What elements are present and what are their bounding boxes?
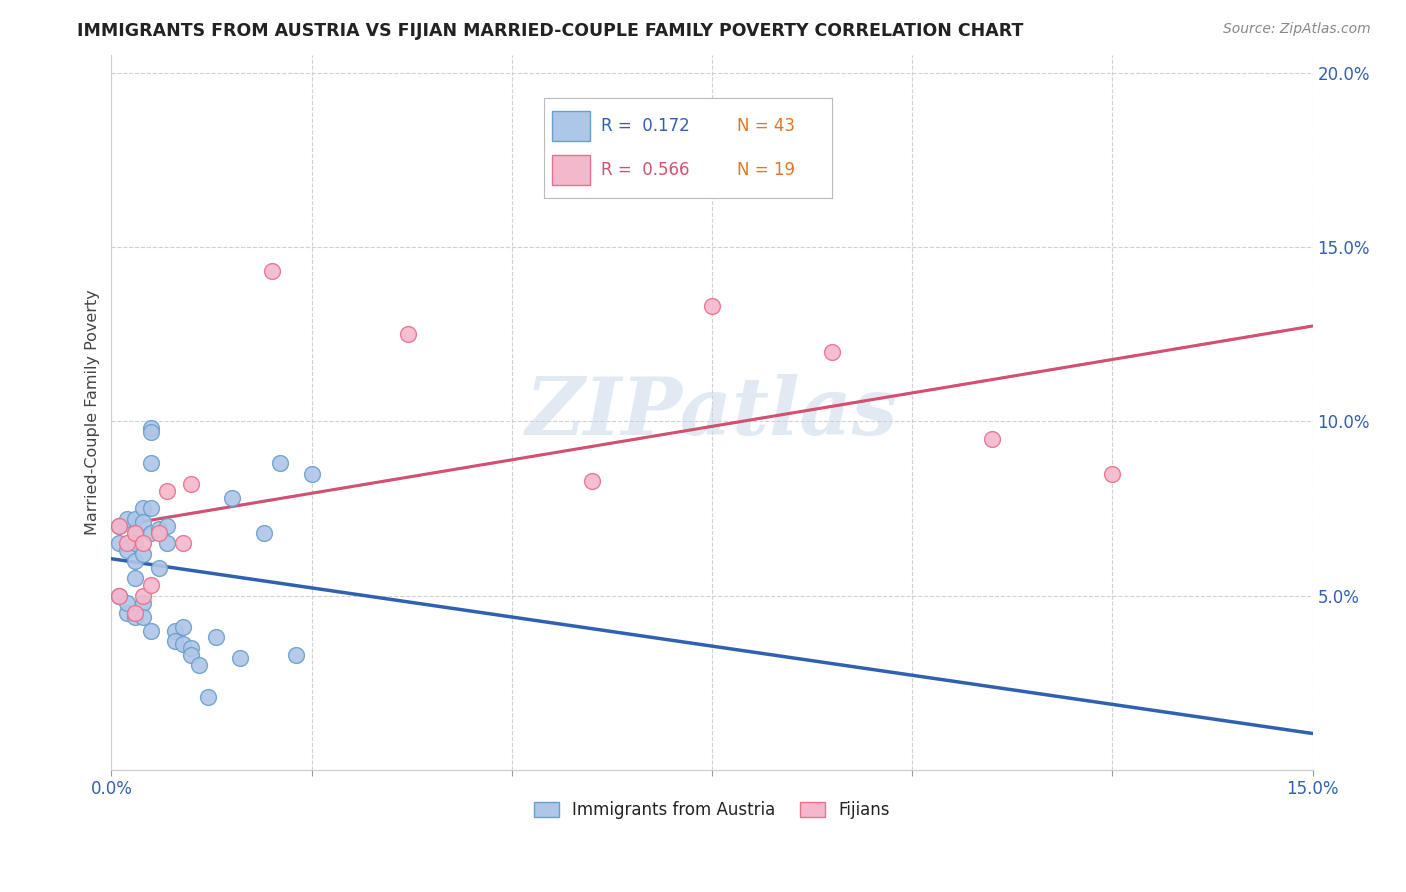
Point — [124, 525, 146, 540]
Point — [132, 596, 155, 610]
Point — [148, 560, 170, 574]
Point — [396, 327, 419, 342]
Text: IMMIGRANTS FROM AUSTRIA VS FIJIAN MARRIED-COUPLE FAMILY POVERTY CORRELATION CHAR: IMMIGRANTS FROM AUSTRIA VS FIJIAN MARRIE… — [77, 22, 1024, 40]
Point — [117, 543, 139, 558]
Point — [172, 637, 194, 651]
Point — [141, 456, 163, 470]
Point — [141, 421, 163, 435]
Point — [141, 624, 163, 638]
Point — [180, 477, 202, 491]
Point — [124, 606, 146, 620]
Point — [132, 609, 155, 624]
Text: ZIPatlas: ZIPatlas — [526, 374, 898, 451]
Point — [108, 536, 131, 550]
Point — [124, 512, 146, 526]
Point — [108, 589, 131, 603]
Point — [156, 519, 179, 533]
Point — [301, 467, 323, 481]
Point — [117, 606, 139, 620]
Point — [269, 456, 291, 470]
Point — [284, 648, 307, 662]
Point — [148, 522, 170, 536]
Point — [260, 264, 283, 278]
Point — [700, 299, 723, 313]
Point — [117, 596, 139, 610]
Point — [156, 536, 179, 550]
Point — [117, 512, 139, 526]
Point — [132, 501, 155, 516]
Point — [124, 554, 146, 568]
Point — [156, 483, 179, 498]
Point — [124, 571, 146, 585]
Point — [132, 516, 155, 530]
Point — [108, 519, 131, 533]
Point — [124, 609, 146, 624]
Point — [172, 620, 194, 634]
Point — [108, 589, 131, 603]
Point — [141, 425, 163, 439]
Point — [117, 536, 139, 550]
Point — [141, 525, 163, 540]
Point — [141, 501, 163, 516]
Point — [188, 658, 211, 673]
Point — [821, 344, 844, 359]
Point — [1101, 467, 1123, 481]
Point — [165, 624, 187, 638]
Point — [252, 525, 274, 540]
Point — [221, 491, 243, 505]
Y-axis label: Married-Couple Family Poverty: Married-Couple Family Poverty — [86, 290, 100, 535]
Point — [204, 631, 226, 645]
Point — [124, 525, 146, 540]
Point — [132, 536, 155, 550]
Point — [132, 547, 155, 561]
Point — [141, 578, 163, 592]
Legend: Immigrants from Austria, Fijians: Immigrants from Austria, Fijians — [527, 795, 897, 826]
Point — [132, 589, 155, 603]
Point — [180, 640, 202, 655]
Point — [981, 432, 1004, 446]
Text: Source: ZipAtlas.com: Source: ZipAtlas.com — [1223, 22, 1371, 37]
Point — [165, 634, 187, 648]
Point — [180, 648, 202, 662]
Point — [124, 536, 146, 550]
Point — [172, 536, 194, 550]
Point — [148, 525, 170, 540]
Point — [228, 651, 250, 665]
Point — [197, 690, 219, 704]
Point — [108, 519, 131, 533]
Point — [581, 474, 603, 488]
